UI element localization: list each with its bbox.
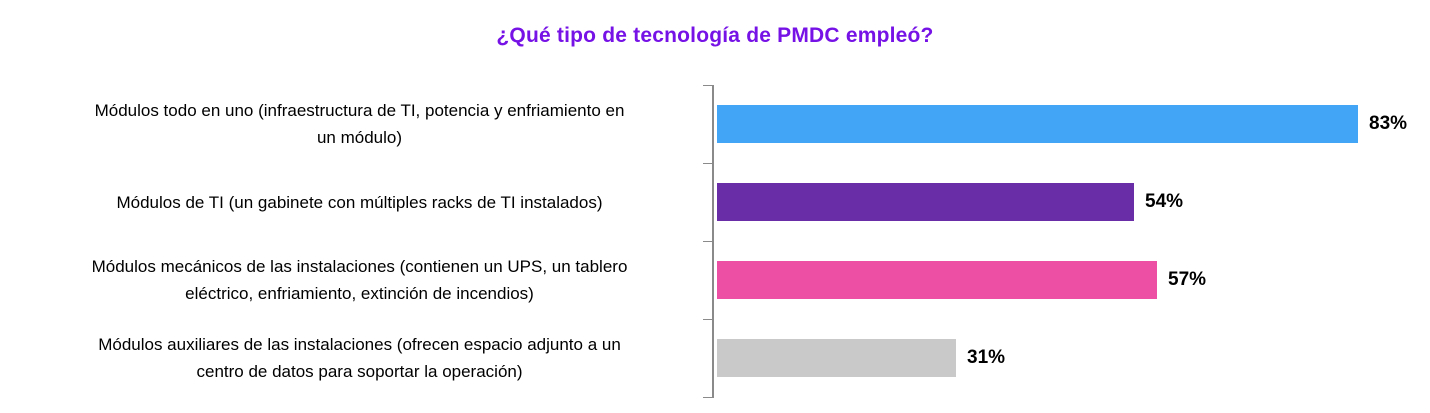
category-label: Módulos mecánicos de las instalaciones (… [91, 257, 628, 303]
bar-area: 31% [697, 319, 1430, 397]
bar [717, 183, 1134, 221]
value-label: 31% [967, 347, 1006, 368]
chart-row: Módulos auxiliares de las instalaciones … [0, 319, 1430, 397]
bar-area: 57% [697, 241, 1430, 319]
bar [717, 105, 1358, 143]
bar-area: 54% [697, 163, 1430, 241]
chart-row: Módulos mecánicos de las instalaciones (… [0, 241, 1430, 319]
y-axis-line [712, 85, 714, 398]
chart-rows: Módulos todo en uno (infraestructura de … [0, 85, 1430, 398]
y-axis-tick [703, 163, 712, 164]
bar-chart: Módulos todo en uno (infraestructura de … [0, 85, 1430, 398]
value-label: 57% [1168, 269, 1207, 290]
chart-row: Módulos de TI (un gabinete con múltiples… [0, 163, 1430, 241]
category-label: Módulos de TI (un gabinete con múltiples… [116, 192, 603, 212]
y-axis-tick [703, 241, 712, 242]
chart-row: Módulos todo en uno (infraestructura de … [0, 85, 1430, 163]
y-axis-tick [703, 85, 712, 86]
y-axis-tick [703, 397, 712, 398]
bar [717, 261, 1157, 299]
bar [717, 339, 956, 377]
category-label: Módulos auxiliares de las instalaciones … [98, 335, 621, 381]
value-label: 83% [1369, 113, 1408, 134]
value-label: 54% [1145, 191, 1184, 212]
category-label: Módulos todo en uno (infraestructura de … [94, 101, 625, 147]
bar-area: 83% [697, 85, 1430, 163]
chart-title: ¿Qué tipo de tecnología de PMDC empleó? [496, 24, 934, 47]
y-axis-tick [703, 319, 712, 320]
